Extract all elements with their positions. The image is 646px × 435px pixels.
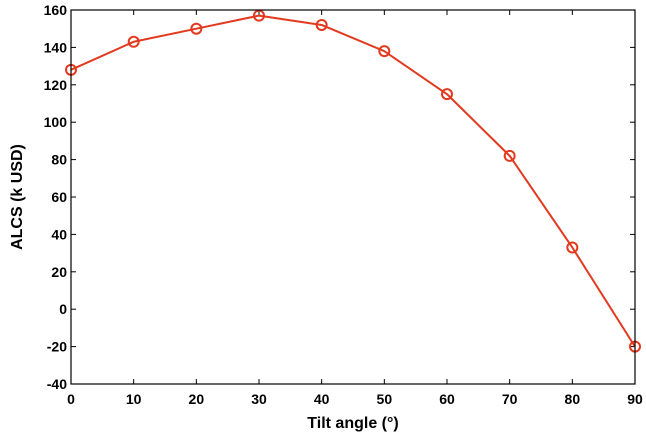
x-axis-ticks: 0 10 20 30 40 50 60 70 80 90 xyxy=(67,10,643,407)
x-tick-label: 70 xyxy=(502,391,518,407)
x-tick-label: 0 xyxy=(67,391,75,407)
y-tick-label: 100 xyxy=(44,114,68,130)
data-point xyxy=(378,45,391,58)
x-tick-label: 60 xyxy=(439,391,455,407)
y-tick-label: 0 xyxy=(59,301,67,317)
series-line xyxy=(70,14,636,348)
y-tick-label: 80 xyxy=(51,152,67,168)
y-tick-label: 60 xyxy=(51,189,67,205)
y-tick-label: -40 xyxy=(47,376,67,392)
data-point xyxy=(503,149,516,162)
data-point xyxy=(253,9,265,22)
y-tick-label: 20 xyxy=(51,264,67,280)
data-point xyxy=(441,88,453,101)
x-axis-title: Tilt angle (°) xyxy=(307,415,398,432)
y-tick-label: -20 xyxy=(47,339,67,355)
y-axis-title: ALCS (k USD) xyxy=(9,144,26,250)
x-tick-label: 90 xyxy=(627,391,643,407)
y-tick-label: 160 xyxy=(44,2,68,18)
x-tick-label: 20 xyxy=(189,391,205,407)
x-tick-label: 10 xyxy=(126,391,142,407)
y-axis-ticks: -40 -20 0 20 40 60 80 100 120 140 160 xyxy=(44,2,635,392)
data-point xyxy=(566,241,579,254)
plot-area-frame xyxy=(70,9,636,385)
data-point xyxy=(190,22,203,35)
series-group xyxy=(65,9,641,353)
x-tick-label: 40 xyxy=(314,391,330,407)
y-tick-label: 140 xyxy=(44,39,68,55)
y-tick-label: 40 xyxy=(51,226,67,242)
x-tick-label: 50 xyxy=(377,391,393,407)
data-point xyxy=(127,35,140,48)
data-point xyxy=(315,18,328,31)
y-tick-label: 120 xyxy=(44,77,68,93)
x-tick-label: 30 xyxy=(251,391,267,407)
x-tick-label: 80 xyxy=(565,391,581,407)
